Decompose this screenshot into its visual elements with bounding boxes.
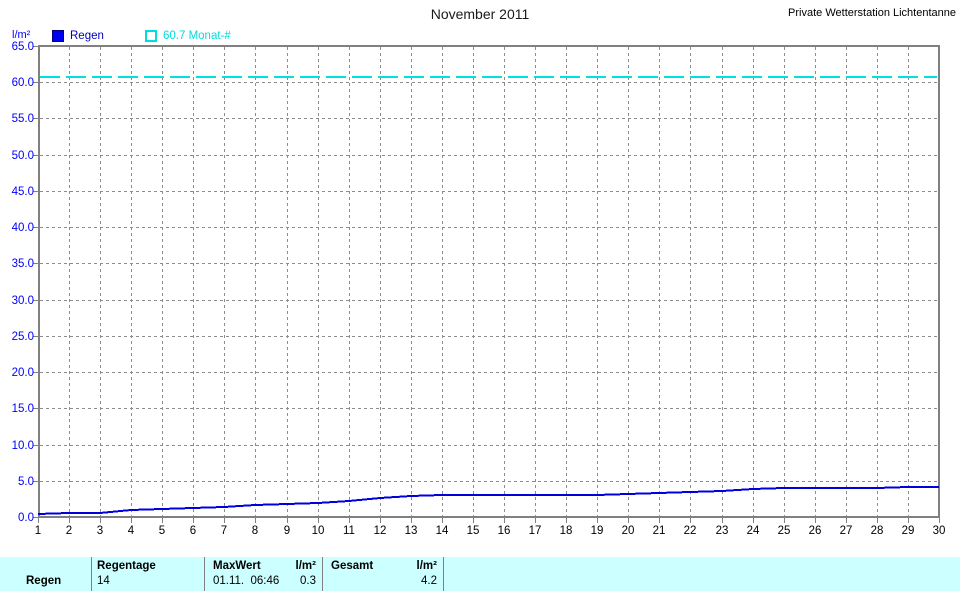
x-tick-label: 8 bbox=[252, 525, 258, 537]
x-tick-label: 14 bbox=[436, 525, 449, 537]
x-tick-label: 18 bbox=[560, 525, 573, 537]
x-tick-label: 12 bbox=[374, 525, 387, 537]
regentage-value: 14 bbox=[97, 575, 110, 587]
rain-cumulative-line bbox=[37, 486, 939, 515]
x-tick-label: 22 bbox=[684, 525, 697, 537]
legend-rain-label: Regen bbox=[70, 30, 104, 42]
maxwert-unit: l/m² bbox=[295, 560, 316, 572]
table-col-empty bbox=[443, 557, 960, 591]
maxwert-timestamp: 01.11. 06:46 bbox=[213, 575, 280, 587]
x-tick-label: 11 bbox=[343, 525, 355, 537]
y-tick-label: 45.0 bbox=[12, 186, 34, 198]
x-tick-label: 28 bbox=[871, 525, 884, 537]
y-tick-label: 5.0 bbox=[18, 476, 34, 488]
x-tick-label: 30 bbox=[933, 525, 946, 537]
x-tick-label: 15 bbox=[467, 525, 480, 537]
table-series-name: Regen bbox=[26, 575, 62, 587]
y-tick-label: 25.0 bbox=[12, 331, 34, 343]
y-tick-label: 50.0 bbox=[12, 150, 34, 162]
plot-border bbox=[38, 45, 940, 518]
x-tick-label: 24 bbox=[747, 525, 760, 537]
x-tick-label: 10 bbox=[312, 525, 325, 537]
x-tick-label: 13 bbox=[405, 525, 418, 537]
summary-table: Regen Regentage 14 MaxWert l/m² 01.11. 0… bbox=[0, 557, 960, 591]
x-tick-label: 5 bbox=[159, 525, 165, 537]
legend-item-rain: Regen bbox=[52, 29, 104, 43]
x-tick-label: 3 bbox=[97, 525, 103, 537]
gesamt-amount: 4.2 bbox=[421, 575, 437, 587]
y-tick-label: 35.0 bbox=[12, 258, 34, 270]
x-tick-label: 23 bbox=[716, 525, 729, 537]
y-tick-label: 65.0 bbox=[12, 41, 34, 53]
x-tick-label: 19 bbox=[591, 525, 604, 537]
y-tick-label: 15.0 bbox=[12, 403, 34, 415]
y-axis-unit-label: l/m² bbox=[12, 29, 31, 41]
x-tick-label: 20 bbox=[622, 525, 635, 537]
x-tick-label: 2 bbox=[66, 525, 72, 537]
y-tick-label: 0.0 bbox=[18, 512, 34, 524]
y-tick-label: 40.0 bbox=[12, 222, 34, 234]
x-tick-label: 27 bbox=[840, 525, 853, 537]
x-tick-label: 1 bbox=[35, 525, 41, 537]
x-tick-label: 16 bbox=[498, 525, 511, 537]
y-tick-label: 10.0 bbox=[12, 440, 34, 452]
x-tick-label: 17 bbox=[529, 525, 542, 537]
page-title: November 2011 bbox=[430, 6, 530, 22]
legend-monthly-normal-label: 60.7 Monat-# bbox=[163, 30, 231, 42]
y-tick-label: 55.0 bbox=[12, 113, 34, 125]
x-tick-label: 21 bbox=[653, 525, 666, 537]
y-tick-label: 60.0 bbox=[12, 77, 34, 89]
gesamt-header: Gesamt bbox=[331, 560, 374, 572]
gesamt-unit: l/m² bbox=[416, 560, 437, 572]
legend-item-monthly-normal: 60.7 Monat-# bbox=[145, 29, 231, 43]
x-tick-label: 6 bbox=[190, 525, 196, 537]
rain-series-swatch-icon bbox=[52, 30, 64, 42]
table-col-name: Regen bbox=[0, 557, 91, 591]
x-tick-label: 4 bbox=[128, 525, 135, 537]
regentage-header: Regentage bbox=[97, 560, 156, 572]
table-col-regentage: Regentage 14 bbox=[91, 557, 204, 591]
maxwert-amount: 0.3 bbox=[300, 575, 316, 587]
y-tick-label: 30.0 bbox=[12, 295, 34, 307]
table-col-gesamt: Gesamt l/m² 4.2 bbox=[322, 557, 443, 591]
x-tick-label: 29 bbox=[902, 525, 915, 537]
x-tick-label: 25 bbox=[778, 525, 791, 537]
table-col-maxwert: MaxWert l/m² 01.11. 06:46 0.3 bbox=[204, 557, 322, 591]
y-tick-label: 20.0 bbox=[12, 367, 34, 379]
x-tick-label: 9 bbox=[284, 525, 290, 537]
monthly-normal-swatch-icon bbox=[145, 30, 157, 42]
maxwert-header: MaxWert bbox=[213, 560, 261, 572]
x-tick-label: 26 bbox=[809, 525, 822, 537]
x-tick-label: 7 bbox=[221, 525, 227, 537]
chart-plot-area: 0.0 5.0 10.0 15.0 20.0 25.0 30.0 35.0 40.0 45.0 50… bbox=[12, 41, 946, 537]
station-name: Private Wetterstation Lichtentanne bbox=[788, 7, 956, 19]
